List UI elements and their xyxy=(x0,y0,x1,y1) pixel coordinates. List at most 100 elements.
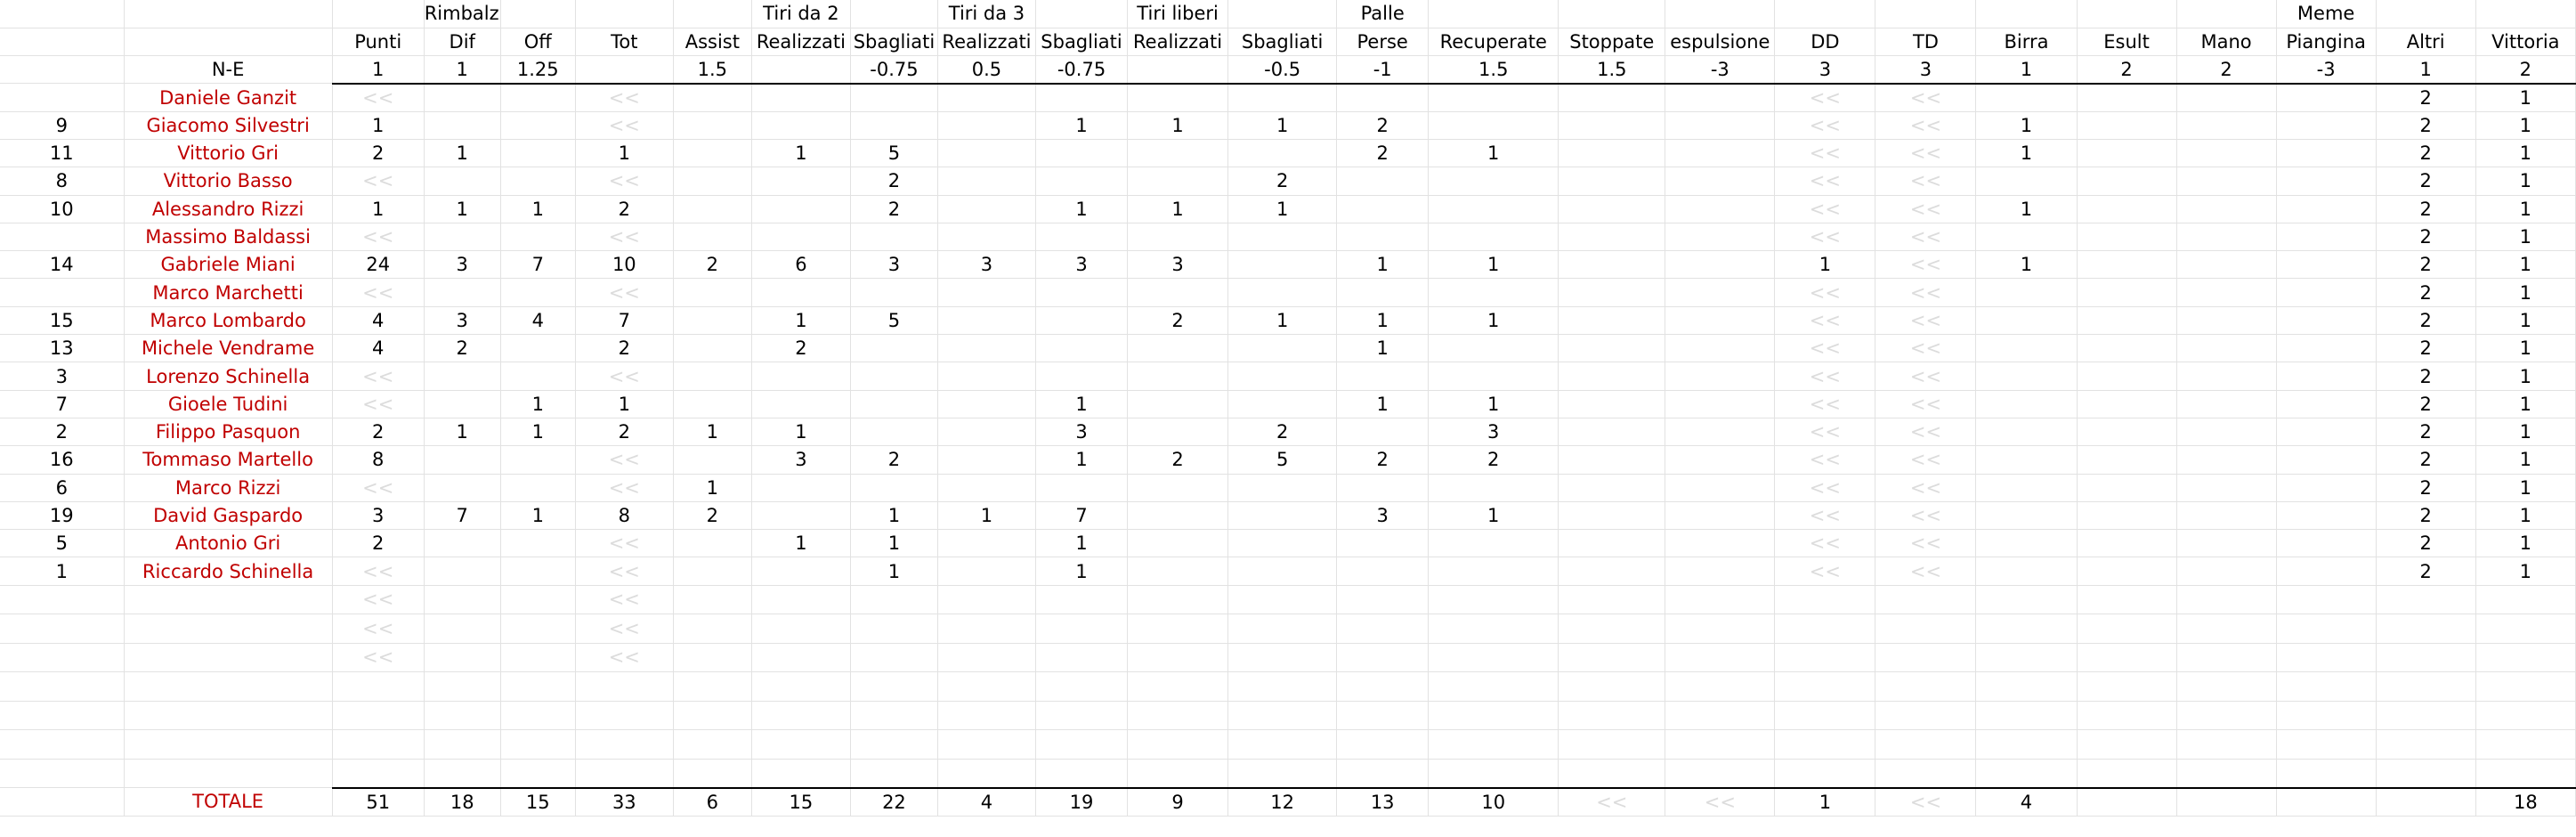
stat-cell[interactable] xyxy=(424,362,501,391)
column-header-cell[interactable]: Altri xyxy=(2376,28,2476,57)
jersey-number-cell[interactable]: 3 xyxy=(0,362,125,391)
stat-cell[interactable]: 1 xyxy=(1336,250,1430,280)
stat-cell[interactable] xyxy=(1336,195,1430,223)
stat-cell[interactable] xyxy=(1665,223,1776,252)
empty-cell[interactable] xyxy=(575,759,674,789)
stat-cell[interactable] xyxy=(500,139,576,168)
stat-cell[interactable] xyxy=(1558,111,1666,140)
empty-cell[interactable] xyxy=(2077,729,2177,760)
weight-cell[interactable]: -0.75 xyxy=(1035,55,1129,85)
stat-cell[interactable] xyxy=(1336,418,1430,447)
stat-cell[interactable]: 1 xyxy=(500,501,576,531)
stat-cell[interactable] xyxy=(2276,445,2377,475)
empty-cell[interactable] xyxy=(1665,614,1776,644)
stat-cell[interactable] xyxy=(1428,111,1559,140)
stat-cell[interactable] xyxy=(673,445,752,475)
empty-cell[interactable] xyxy=(124,585,333,615)
column-header-cell[interactable]: Sbagliati xyxy=(1035,28,1129,57)
stat-cell[interactable]: 1 xyxy=(751,139,851,168)
empty-cell[interactable] xyxy=(751,759,851,789)
stat-cell[interactable] xyxy=(2077,501,2177,531)
stat-cell[interactable]: 2 xyxy=(2376,557,2476,586)
stat-cell[interactable] xyxy=(850,278,938,307)
stat-cell[interactable] xyxy=(424,111,501,140)
stat-cell[interactable] xyxy=(2077,362,2177,391)
stat-cell[interactable] xyxy=(751,223,851,252)
stat-cell[interactable] xyxy=(1558,223,1666,252)
stat-cell[interactable] xyxy=(1035,362,1129,391)
stat-cell[interactable]: 1 xyxy=(2475,139,2576,168)
stat-cell[interactable] xyxy=(1227,390,1338,418)
empty-cell[interactable] xyxy=(124,759,333,789)
stat-cell[interactable] xyxy=(937,445,1037,475)
stat-cell[interactable]: << xyxy=(575,223,674,252)
group-header-cell[interactable] xyxy=(673,0,752,28)
stat-cell[interactable] xyxy=(673,139,752,168)
totals-label-cell[interactable]: TOTALE xyxy=(124,787,333,817)
empty-cell[interactable] xyxy=(500,729,576,760)
weight-cell[interactable]: 1 xyxy=(332,55,425,85)
stat-cell[interactable]: << xyxy=(1875,334,1977,363)
stat-cell[interactable] xyxy=(1428,529,1559,558)
column-header-cell[interactable]: Dif xyxy=(424,28,501,57)
empty-cell[interactable] xyxy=(0,585,125,615)
total-cell[interactable]: 15 xyxy=(751,786,851,817)
stat-cell[interactable]: 1 xyxy=(1428,306,1559,336)
empty-cell[interactable] xyxy=(1665,701,1776,731)
jersey-number-cell[interactable] xyxy=(0,83,125,112)
stat-cell[interactable] xyxy=(1127,390,1229,418)
stat-cell[interactable] xyxy=(2077,390,2177,418)
player-name-cell[interactable]: Michele Vendrame xyxy=(124,334,333,363)
stat-cell[interactable] xyxy=(1975,557,2078,586)
empty-cell[interactable] xyxy=(937,643,1037,673)
group-header-cell[interactable]: Meme xyxy=(2276,0,2377,28)
stat-cell[interactable] xyxy=(2176,167,2277,196)
stat-cell[interactable]: 7 xyxy=(575,306,674,336)
total-cell[interactable]: 4 xyxy=(937,786,1037,817)
stat-cell[interactable]: 3 xyxy=(1428,418,1559,447)
stat-cell[interactable]: << xyxy=(575,83,674,112)
stat-cell[interactable] xyxy=(424,167,501,196)
stat-cell[interactable]: 1 xyxy=(2475,334,2576,363)
empty-cell[interactable] xyxy=(332,701,425,731)
stat-cell[interactable]: << xyxy=(1875,111,1977,140)
group-header-cell[interactable]: Tiri da 3 xyxy=(937,0,1037,28)
stat-cell[interactable] xyxy=(673,306,752,336)
stat-cell[interactable] xyxy=(2276,139,2377,168)
weight-cell[interactable]: 1.5 xyxy=(1558,55,1666,85)
stat-cell[interactable] xyxy=(751,83,851,112)
empty-cell[interactable] xyxy=(424,729,501,760)
stat-cell[interactable] xyxy=(424,474,501,502)
stat-cell[interactable] xyxy=(751,167,851,196)
stat-cell[interactable] xyxy=(2176,83,2277,112)
group-header-cell[interactable] xyxy=(1558,0,1666,28)
empty-cell[interactable] xyxy=(1774,729,1876,760)
empty-cell[interactable] xyxy=(1336,729,1430,760)
stat-cell[interactable] xyxy=(424,529,501,558)
stat-cell[interactable]: 2 xyxy=(673,501,752,531)
stat-cell[interactable] xyxy=(500,362,576,391)
jersey-number-cell[interactable]: 19 xyxy=(0,501,125,531)
stat-cell[interactable]: 1 xyxy=(1227,111,1338,140)
stat-cell[interactable]: 2 xyxy=(2376,250,2476,280)
empty-cell[interactable] xyxy=(751,614,851,644)
empty-cell[interactable] xyxy=(124,701,333,731)
stat-cell[interactable] xyxy=(937,139,1037,168)
stat-cell[interactable]: 2 xyxy=(575,418,674,447)
empty-cell[interactable] xyxy=(937,585,1037,615)
empty-cell[interactable] xyxy=(1428,759,1559,789)
group-header-cell[interactable] xyxy=(1227,0,1338,28)
total-cell[interactable]: 33 xyxy=(575,786,674,817)
stat-cell[interactable]: 1 xyxy=(1336,390,1430,418)
empty-cell[interactable] xyxy=(850,671,938,702)
stat-cell[interactable]: << xyxy=(1875,362,1977,391)
empty-cell[interactable] xyxy=(575,701,674,731)
stat-cell[interactable]: 1 xyxy=(2475,195,2576,223)
empty-cell[interactable] xyxy=(1665,671,1776,702)
empty-cell[interactable] xyxy=(1975,671,2078,702)
stat-cell[interactable] xyxy=(1975,362,2078,391)
stat-cell[interactable]: 1 xyxy=(1035,445,1129,475)
stat-cell[interactable] xyxy=(2176,139,2277,168)
empty-cell[interactable] xyxy=(850,614,938,644)
stat-cell[interactable] xyxy=(1558,529,1666,558)
